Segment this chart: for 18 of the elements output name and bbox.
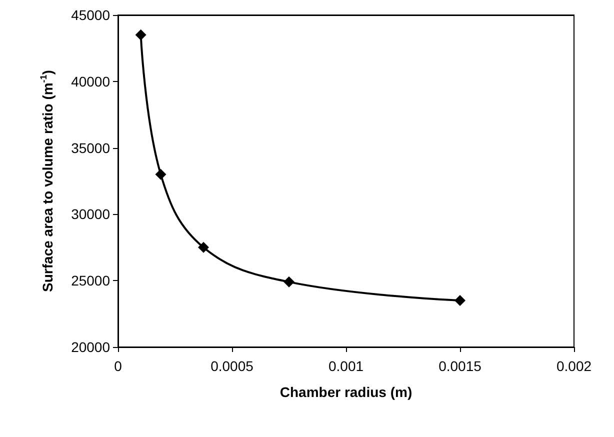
y-tick-label: 30000	[71, 206, 110, 222]
x-axis-title: Chamber radius (m)	[280, 384, 412, 400]
y-tick-label: 20000	[71, 339, 110, 355]
x-tick-label: 0.001	[328, 358, 364, 374]
y-tick-label: 45000	[71, 7, 110, 23]
x-tick-label: 0.0005	[210, 358, 254, 374]
y-tick-label: 25000	[71, 272, 110, 289]
point	[135, 29, 146, 40]
y-tick-label: 35000	[71, 140, 110, 156]
point	[454, 295, 466, 306]
point	[284, 276, 294, 288]
x-tick-label: 0	[114, 358, 122, 374]
y-axis-title: Surface area to volume ratio (m-1)	[38, 70, 56, 292]
x-tick-label: 0.002	[556, 358, 592, 374]
point	[198, 242, 209, 253]
y-tick-label: 40000	[71, 73, 110, 90]
x-tick-label: 0.0015	[438, 358, 482, 374]
point	[155, 168, 166, 180]
